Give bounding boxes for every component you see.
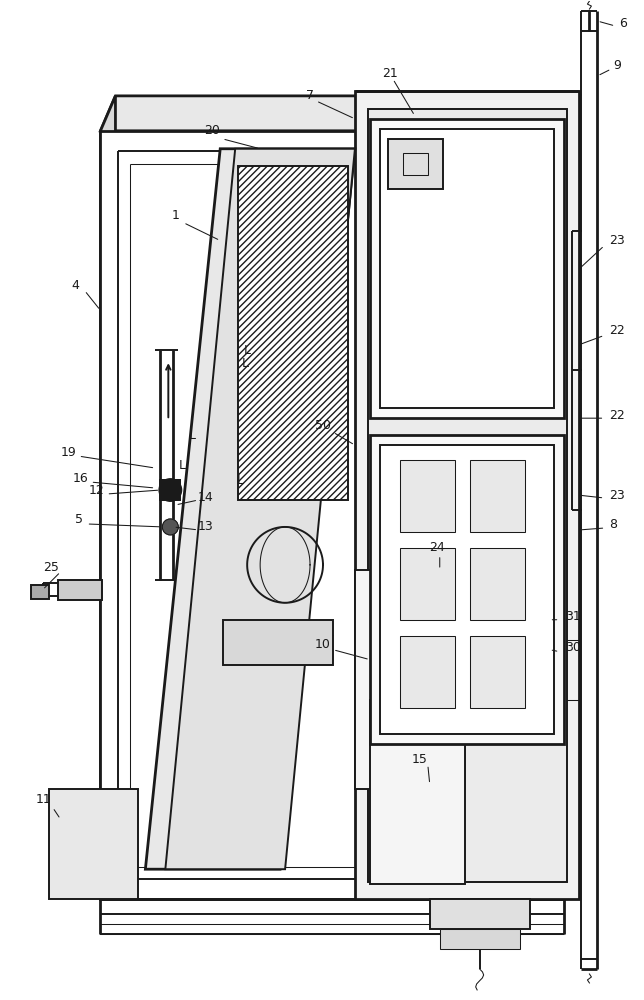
Text: 12: 12 — [89, 484, 104, 497]
Bar — [57, 580, 102, 600]
Text: 23: 23 — [609, 234, 625, 247]
Text: 9: 9 — [613, 59, 621, 72]
Bar — [368, 109, 567, 882]
Polygon shape — [100, 131, 565, 899]
Bar — [403, 153, 428, 175]
Bar — [31, 585, 48, 599]
Text: 5: 5 — [75, 513, 82, 526]
Text: 16: 16 — [73, 472, 88, 485]
Bar — [400, 548, 455, 620]
Text: 50: 50 — [315, 419, 331, 432]
Text: L: L — [179, 459, 186, 472]
Text: 30: 30 — [565, 641, 582, 654]
Bar — [495, 590, 549, 632]
Text: 14: 14 — [197, 491, 213, 504]
Text: 20: 20 — [204, 124, 220, 137]
Text: 31: 31 — [565, 610, 582, 623]
Text: 7: 7 — [306, 89, 314, 102]
Bar — [469, 548, 525, 620]
Polygon shape — [100, 96, 580, 131]
Bar — [370, 435, 565, 744]
Bar — [388, 139, 442, 189]
Bar — [223, 620, 333, 665]
Text: 23: 23 — [609, 489, 625, 502]
Bar — [370, 119, 565, 418]
Polygon shape — [146, 149, 355, 869]
Bar — [430, 899, 529, 929]
Circle shape — [162, 519, 178, 535]
Text: 22: 22 — [609, 324, 625, 337]
Bar — [495, 645, 549, 687]
Text: 13: 13 — [197, 520, 213, 533]
Bar — [440, 929, 520, 949]
Text: 21: 21 — [382, 67, 398, 80]
Polygon shape — [238, 166, 348, 500]
Bar — [380, 445, 554, 734]
Bar — [370, 700, 465, 884]
Bar — [355, 570, 465, 789]
Bar — [380, 129, 554, 408]
Polygon shape — [166, 149, 355, 869]
Bar — [469, 636, 525, 708]
Text: 8: 8 — [609, 518, 618, 531]
Text: L: L — [243, 344, 251, 357]
Text: 22: 22 — [609, 409, 625, 422]
Text: 1: 1 — [171, 209, 179, 222]
Text: 19: 19 — [61, 446, 77, 459]
Text: L: L — [237, 474, 243, 487]
Text: 25: 25 — [43, 561, 59, 574]
Text: 10: 10 — [315, 638, 331, 651]
Text: 4: 4 — [71, 279, 79, 292]
Bar — [400, 460, 455, 532]
Text: 24: 24 — [429, 541, 444, 554]
Bar — [469, 460, 525, 532]
Polygon shape — [355, 91, 580, 899]
Bar — [48, 789, 138, 899]
Text: 11: 11 — [35, 793, 52, 806]
Text: L: L — [189, 429, 196, 442]
Polygon shape — [100, 96, 115, 899]
Text: 15: 15 — [412, 753, 428, 766]
Bar — [400, 636, 455, 708]
Text: L: L — [242, 357, 249, 370]
Text: 6: 6 — [620, 17, 627, 30]
